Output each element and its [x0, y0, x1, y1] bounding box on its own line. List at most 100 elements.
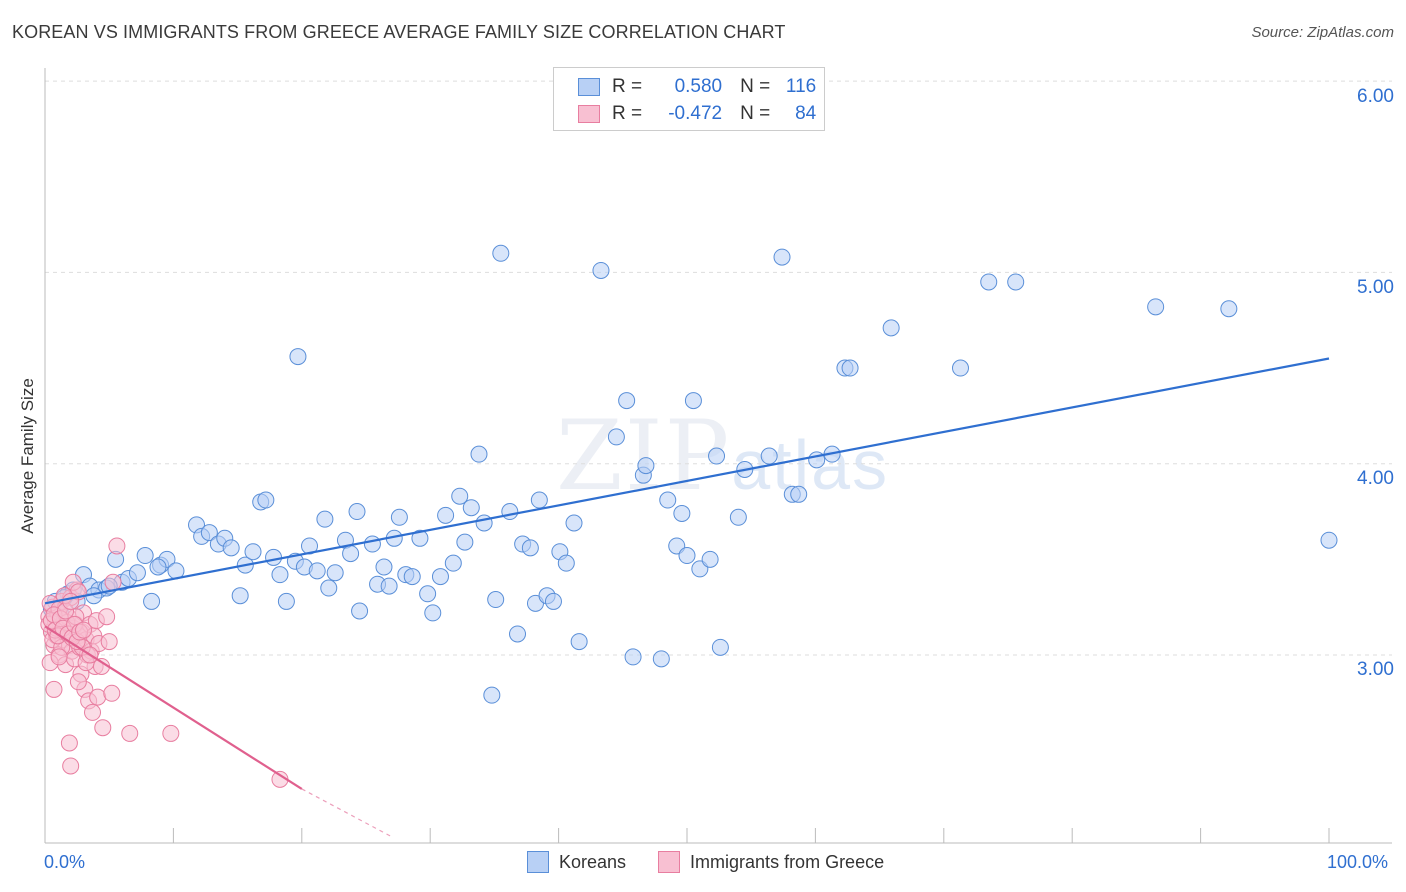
source-label: Source: ZipAtlas.com: [1251, 24, 1394, 41]
greece-point: [108, 537, 126, 555]
koreans-point: [557, 554, 575, 572]
koreans-point: [701, 550, 719, 568]
koreans-point: [624, 648, 642, 666]
greece-point: [121, 724, 139, 742]
legend-label-koreans: Koreans: [559, 851, 627, 872]
greece-point: [162, 724, 180, 742]
n-label: N =: [740, 76, 771, 97]
koreans-point: [149, 558, 167, 576]
greece-point: [104, 573, 122, 591]
koreans-point: [419, 585, 437, 603]
stats-legend-row-koreans: R = 0.580 N = 116: [578, 74, 816, 100]
koreans-point: [1320, 531, 1338, 549]
koreans-point: [711, 638, 729, 656]
r-value: -0.472: [668, 103, 723, 124]
koreans-point: [265, 548, 283, 566]
koreans-point: [200, 524, 218, 542]
watermark-atlas: atlas: [731, 426, 889, 504]
x-tick-label-max: 100.0%: [1327, 852, 1389, 872]
koreans-point: [565, 514, 583, 532]
watermark: ZIPatlas: [556, 400, 889, 512]
koreans-point: [289, 348, 307, 366]
koreans-point: [684, 392, 702, 410]
koreans-point: [521, 539, 539, 557]
koreans-point: [231, 587, 249, 605]
koreans-point: [951, 359, 969, 377]
koreans-point: [316, 510, 334, 528]
legend-item-koreans[interactable]: Koreans: [527, 851, 626, 873]
greece-point: [103, 684, 121, 702]
greece-legend-swatch: [658, 851, 681, 873]
koreans-point: [760, 447, 778, 465]
koreans-point: [483, 686, 501, 704]
y-tick-label-400: 4.00: [1357, 468, 1394, 489]
koreans-point: [570, 633, 588, 651]
koreans-point: [363, 535, 381, 553]
stats-legend: R = 0.580 N = 116 R = -0.472 N = 84: [553, 67, 825, 131]
koreans-point: [592, 261, 610, 279]
legend-label-greece: Immigrants from Greece: [690, 851, 885, 872]
koreans-point: [320, 579, 338, 597]
r-label: R =: [612, 103, 643, 124]
greece-point: [89, 688, 107, 706]
koreans-point: [128, 564, 146, 582]
koreans-point: [708, 447, 726, 465]
koreans-point: [841, 359, 859, 377]
x-tick-label-min: 0.0%: [44, 852, 86, 872]
koreans-point: [390, 508, 408, 526]
koreans-swatch: [578, 78, 600, 96]
koreans-point: [308, 562, 326, 580]
koreans-point: [501, 503, 519, 521]
greece-point: [75, 621, 93, 639]
greece-point: [50, 648, 68, 666]
koreans-point: [375, 558, 393, 576]
koreans-point: [673, 504, 691, 522]
greece-point: [62, 757, 80, 775]
koreans-point: [451, 487, 469, 505]
chart-title: KOREAN VS IMMIGRANTS FROM GREECE AVERAGE…: [12, 22, 786, 42]
koreans-point: [437, 506, 455, 524]
koreans-point: [678, 547, 696, 565]
greece-point: [45, 680, 63, 698]
koreans-point: [980, 273, 998, 291]
koreans-point: [456, 533, 474, 551]
koreans-point: [462, 499, 480, 517]
greece-point: [60, 734, 78, 752]
koreans-point: [1220, 300, 1238, 318]
koreans-point: [277, 592, 295, 610]
koreans-point: [257, 491, 275, 509]
koreans-point: [492, 244, 510, 262]
koreans-point: [544, 592, 562, 610]
koreans-point: [380, 577, 398, 595]
y-tick-label-500: 5.00: [1357, 277, 1394, 298]
koreans-legend-swatch: [527, 851, 549, 873]
legend-item-greece[interactable]: Immigrants from Greece: [658, 851, 884, 873]
koreans-point: [431, 568, 449, 586]
koreans-point: [271, 566, 289, 584]
watermark-zip: ZIP: [556, 400, 732, 512]
koreans-point: [1007, 273, 1025, 291]
koreans-point: [607, 428, 625, 446]
koreans-point: [882, 319, 900, 337]
koreans-point: [637, 457, 655, 475]
koreans-point: [136, 547, 154, 565]
koreans-point: [530, 491, 548, 509]
series-legend: Koreans Immigrants from Greece: [527, 851, 916, 873]
n-label: N =: [740, 103, 771, 124]
koreans-point: [470, 445, 488, 463]
koreans-point: [790, 485, 808, 503]
r-label: R =: [612, 76, 643, 97]
stats-legend-row-greece: R = -0.472 N = 84: [578, 101, 816, 127]
n-value: 116: [785, 76, 817, 97]
koreans-point: [475, 514, 493, 532]
koreans-point: [326, 564, 344, 582]
koreans-point: [652, 650, 670, 668]
koreans-point: [487, 591, 505, 609]
koreans-trend-line: [44, 357, 1330, 605]
n-value: 84: [795, 103, 817, 124]
greece-point: [69, 673, 87, 691]
koreans-point: [348, 503, 366, 521]
y-tick-label-600: 6.00: [1357, 86, 1394, 107]
greece-point: [84, 703, 102, 721]
koreans-point: [1147, 298, 1165, 316]
